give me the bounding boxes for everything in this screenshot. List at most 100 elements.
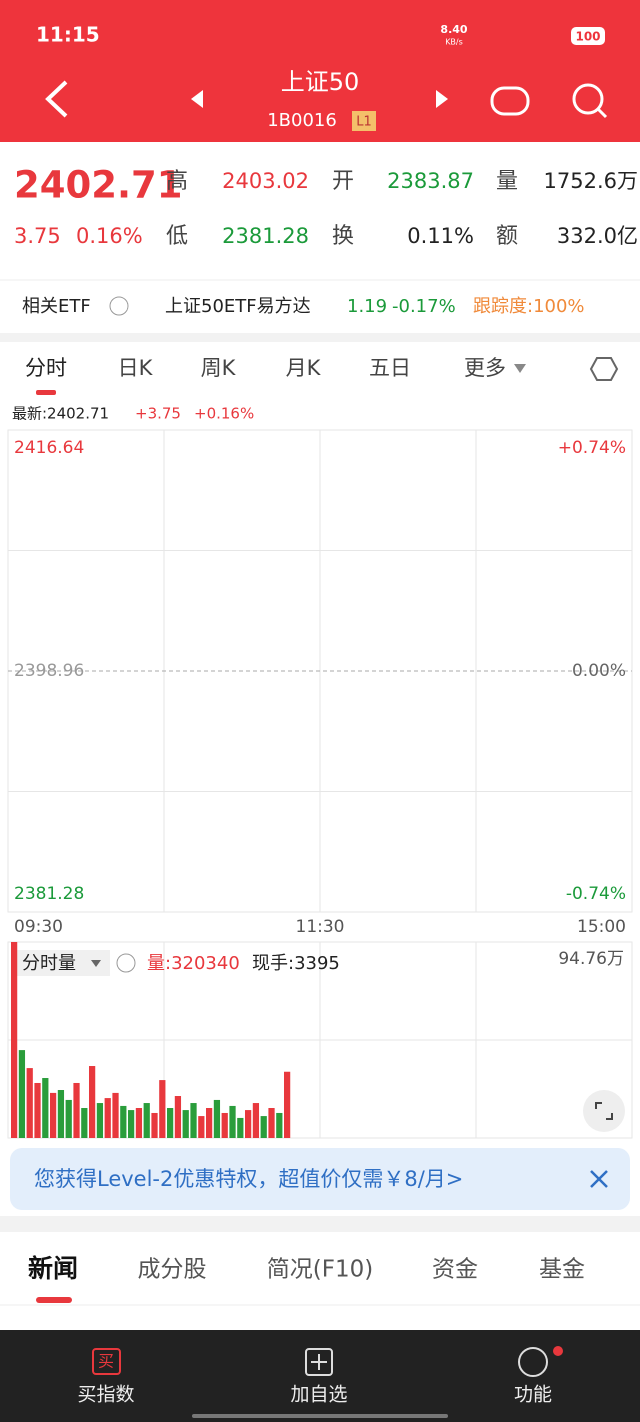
prev-button[interactable] <box>191 90 203 108</box>
x-tick-label: 11:30 <box>296 917 345 937</box>
volume-bar <box>73 1082 80 1138</box>
nav-item[interactable]: 买指数 <box>77 1384 134 1406</box>
search-handle <box>596 107 608 119</box>
y-tick-label: 94.76万 <box>558 949 624 969</box>
chart-tab[interactable]: 更多 <box>464 356 506 380</box>
nav-item[interactable]: 加自选 <box>290 1384 347 1406</box>
volume-bar <box>190 1103 197 1138</box>
news-tab[interactable]: 简况(F10) <box>267 1257 373 1283</box>
x-tick-label: 15:00 <box>577 917 626 937</box>
add-plus <box>311 1354 327 1370</box>
volume-bar <box>96 1103 104 1138</box>
volume-bar <box>65 1099 72 1138</box>
close-banner[interactable] <box>590 1170 608 1188</box>
y-tick-label: 2416.64 <box>14 438 84 458</box>
volume-bar <box>182 1110 189 1138</box>
indicator-select[interactable]: 分时量 <box>22 953 76 974</box>
volume-bar <box>198 1116 205 1138</box>
y2-tick-label: -0.74% <box>566 884 626 904</box>
gap <box>0 333 640 342</box>
promo-text[interactable]: 您获得Level-2优惠特权，超值价仅需￥8/月> <box>34 1167 463 1191</box>
net-speed: 8.40 <box>440 23 467 36</box>
level-badge-bg <box>352 111 376 131</box>
indicator-arrow <box>91 960 101 967</box>
volume-bar <box>104 1098 111 1138</box>
volume-bar <box>167 1108 174 1138</box>
volume-bar <box>143 1103 150 1138</box>
help-icon[interactable] <box>109 296 129 316</box>
etf-price: 1.19 <box>347 296 387 317</box>
field-label: 量 <box>496 169 518 194</box>
expand-button[interactable] <box>583 1090 625 1132</box>
settings-button[interactable] <box>589 357 619 381</box>
etf-name[interactable]: 上证50ETF易方达 <box>165 296 311 317</box>
volume-bar <box>11 942 18 1138</box>
more-arrow <box>514 364 526 373</box>
volume-bar <box>229 1105 236 1138</box>
change: 3.75 <box>14 224 61 248</box>
buy-icon-box <box>92 1348 121 1375</box>
volume-bar <box>268 1108 275 1138</box>
field-label: 开 <box>332 169 354 194</box>
y-tick-label: 2398.96 <box>14 661 84 681</box>
volume-bar <box>18 1050 26 1138</box>
y2-tick-label: 0.00% <box>572 661 626 681</box>
latest-change: +3.75 <box>135 405 181 423</box>
etf-tracking: 跟踪度:100% <box>473 296 585 317</box>
clock: 11:15 <box>36 23 100 47</box>
nav-item[interactable]: 功能 <box>514 1384 552 1406</box>
expand-icon <box>595 1102 613 1120</box>
chart-tab[interactable]: 日K <box>118 356 154 380</box>
news-tab[interactable]: 基金 <box>539 1257 585 1283</box>
level-badge: L1 <box>356 115 372 130</box>
gap <box>0 1216 640 1232</box>
news-indicator <box>36 1297 72 1303</box>
price: 2402.71 <box>14 164 183 207</box>
volume-bar <box>260 1116 267 1138</box>
battery-level: 100 <box>575 30 600 44</box>
volume-bar <box>112 1092 119 1138</box>
volume-bar <box>151 1112 158 1138</box>
field-value: 2403.02 <box>222 169 309 193</box>
volume-label: 量:320340 <box>147 953 240 974</box>
volume-bar <box>89 1066 96 1138</box>
help-icon[interactable] <box>116 953 136 973</box>
chart-tab[interactable]: 月K <box>286 356 322 380</box>
news-tab[interactable]: 新闻 <box>28 1254 78 1283</box>
volume-bar <box>174 1096 182 1138</box>
robot-button[interactable] <box>490 86 530 116</box>
chart-tab[interactable]: 分时 <box>25 356 67 380</box>
volume-bar <box>252 1103 260 1138</box>
chart-tab[interactable]: 周K <box>201 356 237 380</box>
net-unit: KB/s <box>445 38 463 47</box>
news-tab[interactable]: 成分股 <box>138 1257 207 1283</box>
latest-pct: +0.16% <box>194 405 254 423</box>
volume-bar <box>34 1082 41 1138</box>
latest-label: 最新:2402.71 <box>12 405 109 423</box>
volume-bar <box>81 1108 88 1138</box>
etf-change: -0.17% <box>392 296 456 317</box>
stock-title: 上证50 <box>281 68 360 96</box>
y-tick-label: 2381.28 <box>14 884 84 904</box>
chart-tab[interactable]: 五日 <box>369 356 411 380</box>
x-tick-label: 09:30 <box>14 917 63 937</box>
stock-code: 1B0016 <box>267 110 337 131</box>
volume-bar <box>159 1080 166 1138</box>
notify-dot <box>553 1346 563 1356</box>
volume-bar <box>50 1092 57 1138</box>
volume-bar <box>135 1108 143 1138</box>
back-button[interactable] <box>45 80 68 118</box>
change-pct: 0.16% <box>76 224 143 248</box>
header-bg <box>0 0 640 142</box>
field-label: 高 <box>166 169 188 194</box>
news-tab[interactable]: 资金 <box>432 1257 478 1283</box>
volume-bar <box>237 1117 244 1138</box>
next-button[interactable] <box>436 90 448 108</box>
volume-bar <box>57 1090 65 1138</box>
volume-bar <box>221 1112 228 1138</box>
field-label: 换 <box>332 224 354 249</box>
search-button[interactable] <box>572 83 604 115</box>
promo-banner[interactable] <box>10 1148 630 1210</box>
